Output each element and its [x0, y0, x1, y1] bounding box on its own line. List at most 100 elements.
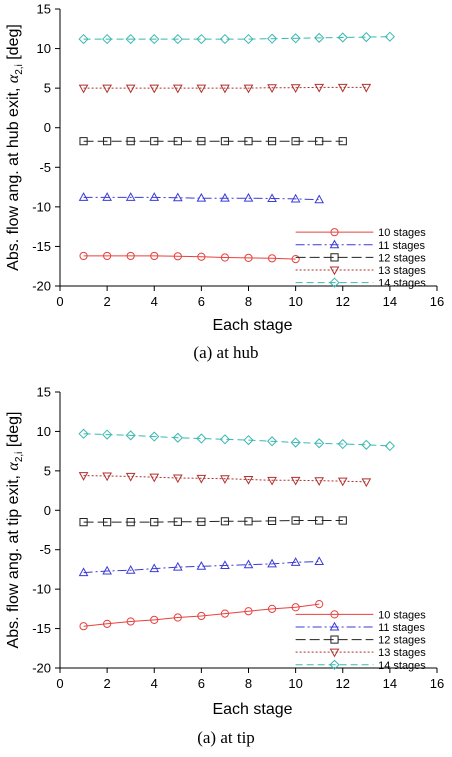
- y-tick-label: -5: [39, 542, 51, 557]
- data-point: [78, 84, 89, 94]
- data-point: [172, 432, 183, 443]
- y-tick-label: 15: [37, 2, 51, 17]
- data-point: [102, 33, 113, 45]
- y-tick-label: -5: [39, 160, 51, 175]
- data-point: [314, 438, 325, 449]
- data-point: [196, 433, 207, 444]
- x-tick-label: 16: [430, 676, 444, 691]
- series-line: [83, 433, 390, 447]
- legend-marker: [329, 648, 340, 658]
- data-point: [125, 472, 136, 482]
- y-tick-label: 5: [44, 463, 51, 478]
- data-point: [243, 192, 254, 202]
- legend-label: 13 stages: [378, 647, 426, 659]
- data-point: [126, 617, 135, 626]
- data-point: [337, 83, 348, 93]
- data-point: [78, 428, 89, 439]
- data-point: [220, 137, 230, 146]
- series-0: [79, 251, 300, 264]
- data-point: [361, 478, 372, 488]
- series-line: [83, 86, 367, 89]
- data-point: [384, 440, 395, 452]
- series-1: [78, 556, 325, 577]
- data-point: [244, 253, 253, 263]
- x-tick-label: 6: [198, 676, 205, 691]
- hub-chart: 0 2 4 6 8 10 12 14 16 -20 -15 -10 -5 0 5 10 15 Each stage…: [5, 2, 444, 335]
- data-point: [196, 84, 207, 94]
- data-point: [361, 83, 372, 93]
- data-point: [173, 137, 182, 146]
- data-point: [103, 619, 112, 628]
- hub-caption: (a) at hub: [193, 343, 258, 362]
- legend-label: 11 stages: [378, 240, 425, 252]
- data-point: [220, 192, 230, 202]
- data-point: [103, 251, 112, 261]
- x-tick-label: 12: [336, 676, 350, 691]
- data-point: [102, 472, 112, 482]
- y-tick-label: -10: [32, 582, 51, 597]
- x-tick-label: 4: [151, 676, 158, 691]
- data-point: [219, 33, 231, 45]
- x-tick-label: 14: [383, 294, 397, 309]
- series-line: [83, 36, 390, 40]
- data-point: [290, 33, 301, 44]
- data-point: [315, 600, 324, 609]
- data-point: [220, 609, 230, 618]
- data-point: [266, 436, 278, 447]
- data-point: [361, 31, 372, 43]
- x-tick-label: 8: [245, 676, 252, 691]
- legend-label: 12 stages: [378, 635, 426, 647]
- data-point: [79, 251, 88, 261]
- data-point: [267, 516, 277, 526]
- data-point: [220, 560, 230, 569]
- y-tick-label: 10: [37, 424, 51, 439]
- x-axis-label: Each stage: [212, 317, 292, 334]
- data-point: [267, 254, 277, 263]
- data-point: [125, 192, 136, 201]
- x-tick-label: 6: [198, 294, 205, 309]
- series-line: [83, 561, 320, 574]
- series-line: [83, 520, 343, 523]
- y-axis-label: Abs. flow ang. at hub exit, α2,i [deg]: [5, 24, 25, 271]
- series-1: [78, 192, 325, 204]
- data-point: [125, 564, 136, 574]
- data-point: [337, 32, 348, 43]
- series-3: [78, 83, 372, 94]
- data-point: [291, 603, 300, 612]
- data-point: [220, 253, 230, 262]
- series-2: [79, 137, 347, 146]
- data-point: [315, 516, 324, 525]
- data-point: [78, 192, 89, 201]
- data-point: [197, 252, 206, 261]
- data-point: [79, 518, 88, 527]
- data-point: [314, 194, 325, 204]
- y-tick-label: 0: [44, 120, 51, 135]
- data-point: [126, 251, 135, 261]
- data-point: [126, 137, 135, 146]
- data-point: [149, 192, 160, 201]
- data-point: [290, 437, 301, 448]
- data-point: [79, 137, 88, 146]
- y-axis-label: Abs. flow ang. at tip exit, α2,i [deg]: [5, 412, 25, 649]
- data-point: [244, 137, 253, 146]
- data-point: [173, 517, 182, 526]
- data-point: [172, 561, 183, 571]
- data-point: [314, 32, 325, 43]
- data-point: [102, 429, 113, 440]
- data-point: [220, 517, 230, 526]
- data-point: [266, 33, 278, 44]
- data-point: [243, 84, 254, 94]
- data-point: [338, 137, 347, 146]
- data-point: [150, 137, 159, 146]
- data-point: [125, 430, 136, 441]
- data-point: [291, 137, 300, 146]
- legend-marker: [330, 228, 339, 237]
- y-tick-label: -20: [32, 279, 51, 294]
- data-point: [196, 474, 207, 484]
- y-tick-label: -15: [32, 239, 51, 254]
- data-point: [173, 613, 182, 622]
- data-point: [172, 192, 183, 202]
- y-tick-label: 0: [44, 503, 51, 518]
- data-point: [267, 84, 277, 93]
- legend-marker: [330, 610, 339, 619]
